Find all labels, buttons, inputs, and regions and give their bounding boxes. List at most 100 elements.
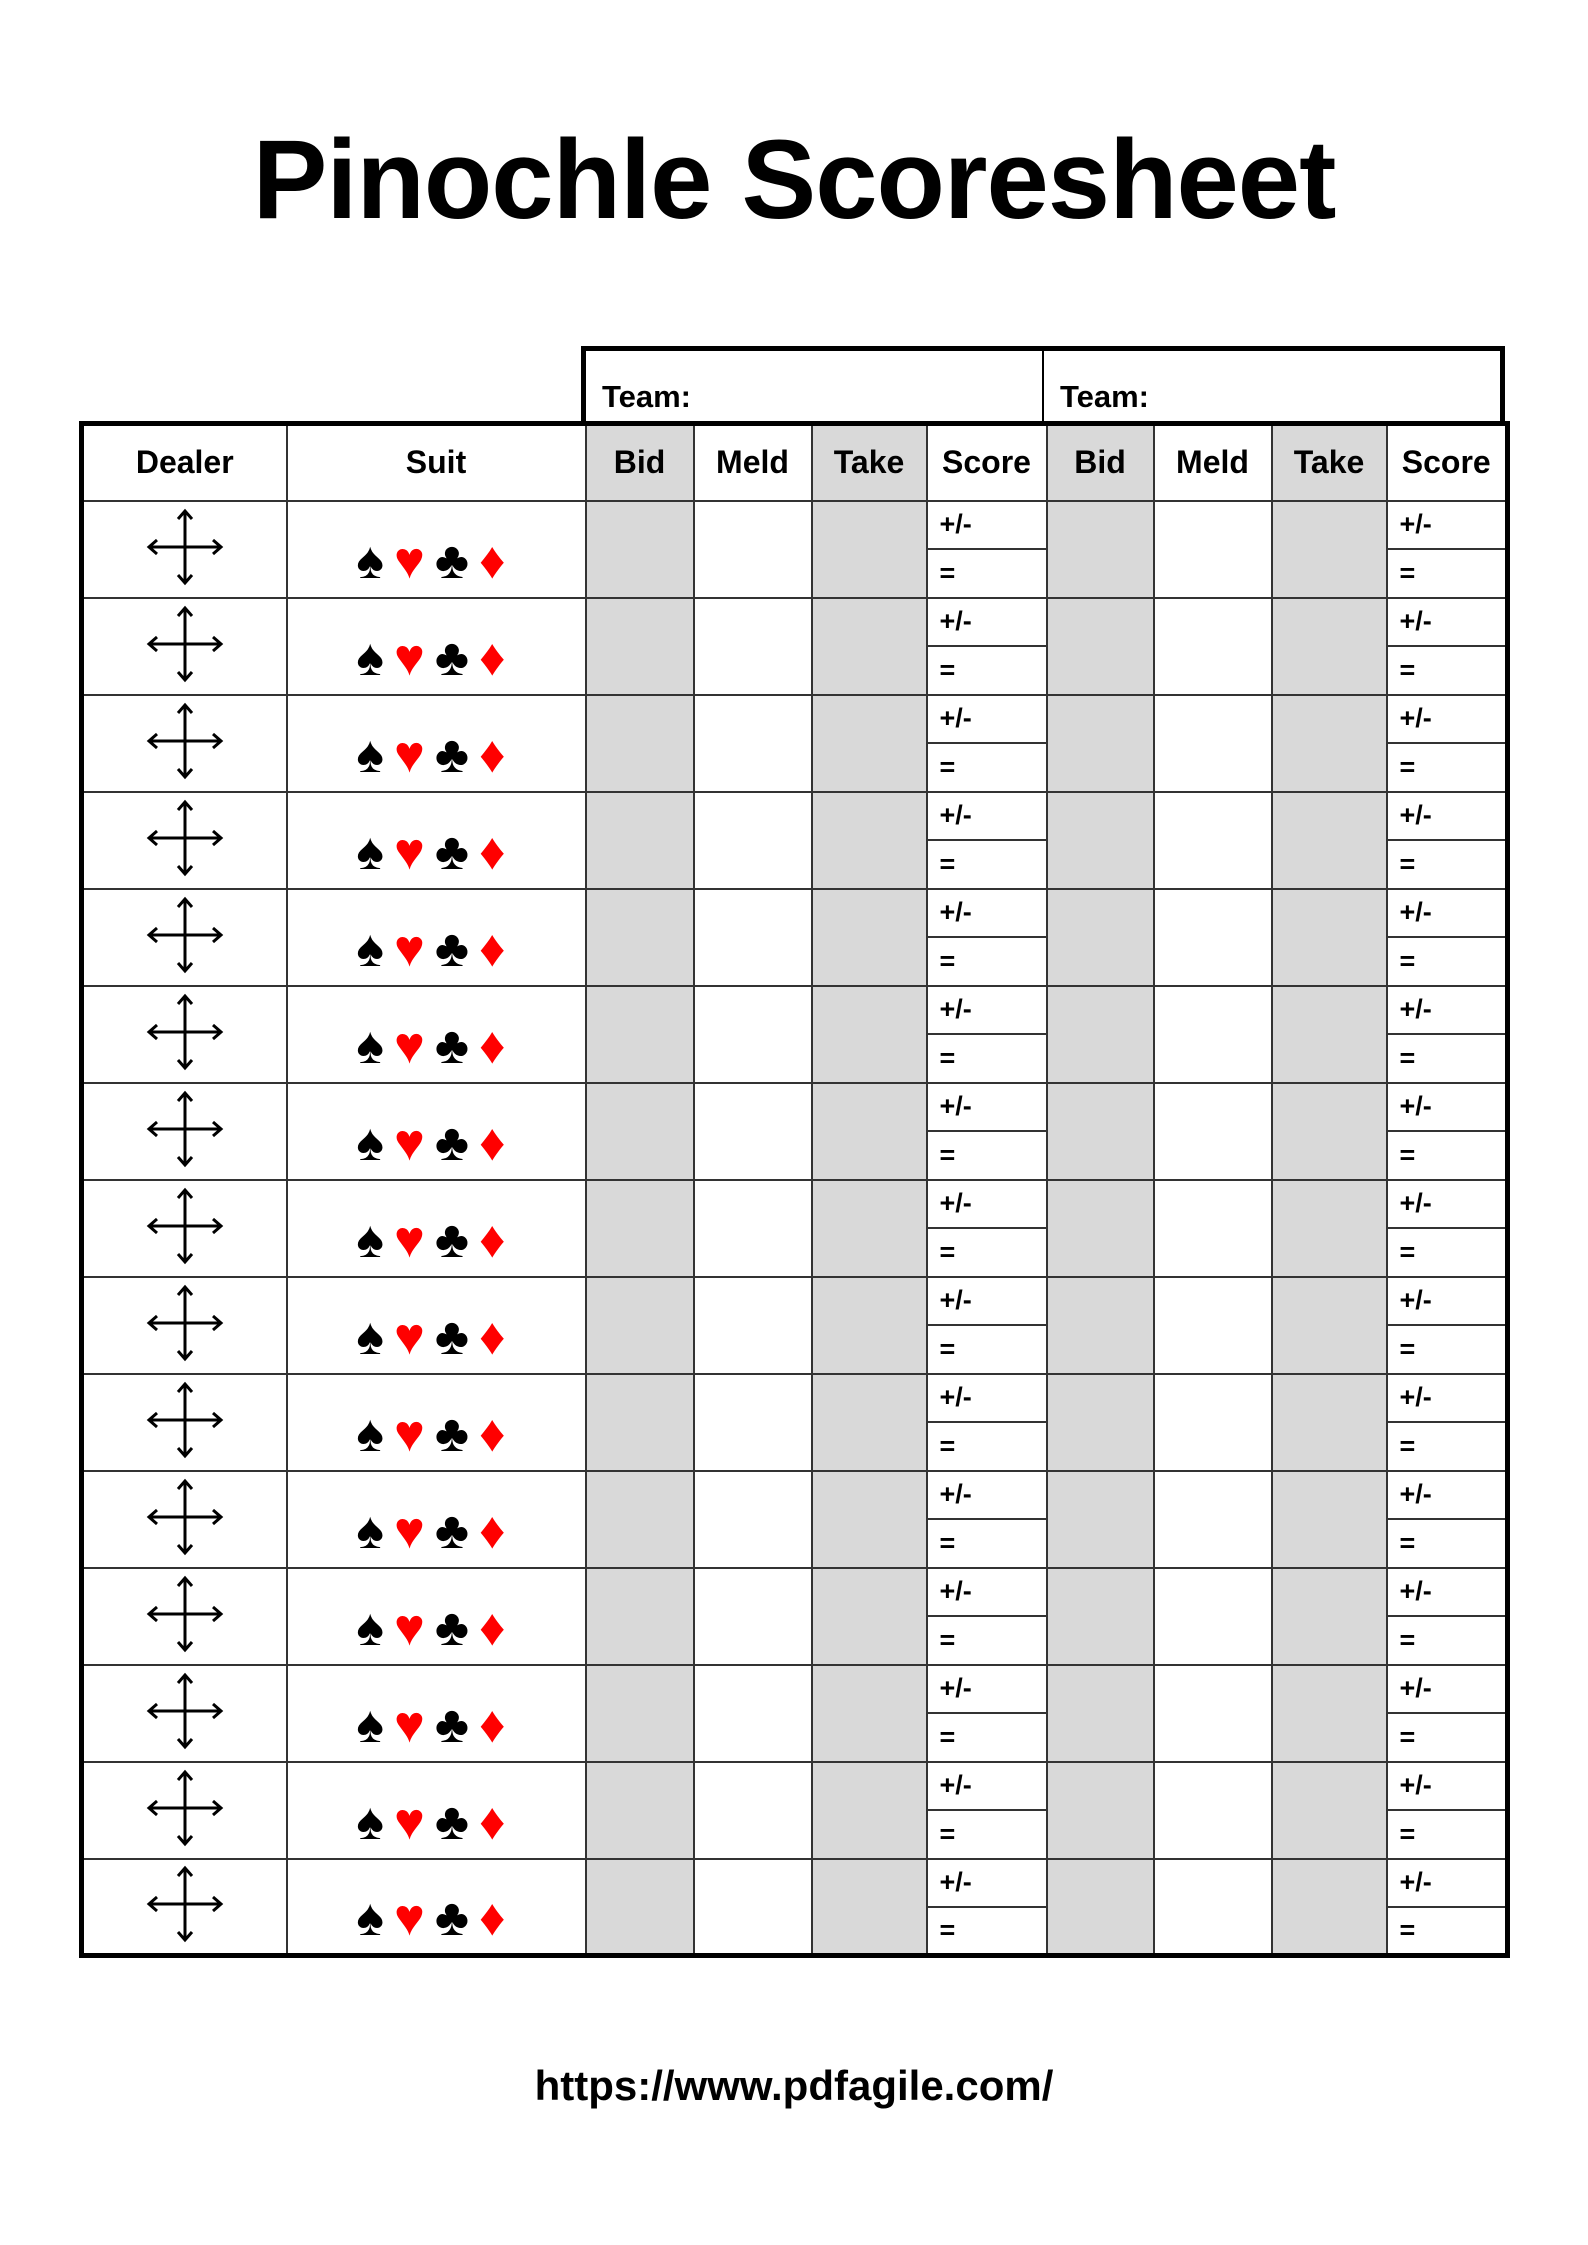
team2-take-cell[interactable]: [1270, 693, 1388, 793]
team1-bid-cell[interactable]: [584, 1275, 695, 1375]
team1-take-cell[interactable]: [810, 1566, 928, 1666]
team-2-name-field[interactable]: Team:: [1042, 351, 1500, 423]
team1-take-cell[interactable]: [810, 1275, 928, 1375]
club-icon[interactable]: ♣: [434, 1405, 480, 1463]
team2-score-adjust-cell[interactable]: +/-: [1385, 1275, 1509, 1326]
suit-cell[interactable]: ♠♥♣♦: [285, 1275, 587, 1375]
team1-take-cell[interactable]: [810, 1663, 928, 1763]
team1-bid-cell[interactable]: [584, 1178, 695, 1278]
diamond-icon[interactable]: ♦: [479, 1793, 516, 1851]
team2-meld-cell[interactable]: [1152, 1275, 1273, 1375]
spade-icon[interactable]: ♠: [356, 532, 395, 590]
heart-icon[interactable]: ♥: [394, 726, 435, 784]
team-1-name-field[interactable]: Team:: [602, 379, 692, 414]
team2-take-cell[interactable]: [1270, 790, 1388, 890]
team1-bid-cell[interactable]: [584, 499, 695, 599]
team1-bid-cell[interactable]: [584, 1081, 695, 1181]
spade-icon[interactable]: ♠: [356, 726, 395, 784]
team2-score-adjust-cell[interactable]: +/-: [1385, 1857, 1509, 1908]
team1-meld-cell[interactable]: [692, 790, 813, 890]
team2-score-total-cell[interactable]: =: [1385, 1130, 1509, 1181]
diamond-icon[interactable]: ♦: [479, 1405, 516, 1463]
team1-score-total-cell[interactable]: =: [925, 1033, 1048, 1084]
team1-score-adjust-cell[interactable]: +/-: [925, 984, 1048, 1035]
club-icon[interactable]: ♣: [434, 629, 480, 687]
team1-score-total-cell[interactable]: =: [925, 1615, 1048, 1666]
team2-take-cell[interactable]: [1270, 1469, 1388, 1569]
team2-bid-cell[interactable]: [1045, 984, 1155, 1084]
team1-score-total-cell[interactable]: =: [925, 1324, 1048, 1375]
suit-cell[interactable]: ♠♥♣♦: [285, 1178, 587, 1278]
heart-icon[interactable]: ♥: [394, 920, 435, 978]
dealer-cell[interactable]: [80, 596, 288, 696]
team1-score-adjust-cell[interactable]: +/-: [925, 1857, 1048, 1908]
team1-score-total-cell[interactable]: =: [925, 936, 1048, 987]
diamond-icon[interactable]: ♦: [479, 1599, 516, 1657]
dealer-cell[interactable]: [80, 887, 288, 987]
team1-meld-cell[interactable]: [692, 1760, 813, 1860]
suit-cell[interactable]: ♠♥♣♦: [285, 499, 587, 599]
team1-bid-cell[interactable]: [584, 1857, 695, 1957]
team2-score-total-cell[interactable]: =: [1385, 1421, 1509, 1472]
team2-take-cell[interactable]: [1270, 499, 1388, 599]
diamond-icon[interactable]: ♦: [479, 1114, 516, 1172]
spade-icon[interactable]: ♠: [356, 629, 395, 687]
club-icon[interactable]: ♣: [434, 726, 480, 784]
dealer-cell[interactable]: [80, 1081, 288, 1181]
club-icon[interactable]: ♣: [434, 1696, 480, 1754]
team1-score-adjust-cell[interactable]: +/-: [925, 1275, 1048, 1326]
team1-take-cell[interactable]: [810, 1760, 928, 1860]
suit-cell[interactable]: ♠♥♣♦: [285, 1081, 587, 1181]
heart-icon[interactable]: ♥: [394, 1308, 435, 1366]
team1-score-total-cell[interactable]: =: [925, 1130, 1048, 1181]
team2-score-total-cell[interactable]: =: [1385, 1227, 1509, 1278]
heart-icon[interactable]: ♥: [394, 1502, 435, 1560]
team2-meld-cell[interactable]: [1152, 1760, 1273, 1860]
team2-take-cell[interactable]: [1270, 1760, 1388, 1860]
diamond-icon[interactable]: ♦: [479, 1308, 516, 1366]
suit-cell[interactable]: ♠♥♣♦: [285, 1663, 587, 1763]
team2-score-adjust-cell[interactable]: +/-: [1385, 790, 1509, 841]
team1-bid-cell[interactable]: [584, 1760, 695, 1860]
team2-bid-cell[interactable]: [1045, 499, 1155, 599]
team2-bid-cell[interactable]: [1045, 1760, 1155, 1860]
club-icon[interactable]: ♣: [434, 920, 480, 978]
heart-icon[interactable]: ♥: [394, 1793, 435, 1851]
heart-icon[interactable]: ♥: [394, 1114, 435, 1172]
heart-icon[interactable]: ♥: [394, 1889, 435, 1948]
suit-cell[interactable]: ♠♥♣♦: [285, 887, 587, 987]
heart-icon[interactable]: ♥: [394, 1405, 435, 1463]
team1-score-adjust-cell[interactable]: +/-: [925, 499, 1048, 550]
team2-meld-cell[interactable]: [1152, 984, 1273, 1084]
team1-score-adjust-cell[interactable]: +/-: [925, 1663, 1048, 1714]
spade-icon[interactable]: ♠: [356, 823, 395, 881]
team1-meld-cell[interactable]: [692, 1857, 813, 1957]
dealer-cell[interactable]: [80, 790, 288, 890]
team2-meld-cell[interactable]: [1152, 1857, 1273, 1957]
team2-score-adjust-cell[interactable]: +/-: [1385, 1663, 1509, 1714]
team1-bid-cell[interactable]: [584, 1566, 695, 1666]
team1-meld-cell[interactable]: [692, 1178, 813, 1278]
spade-icon[interactable]: ♠: [356, 1696, 395, 1754]
team2-take-cell[interactable]: [1270, 596, 1388, 696]
team1-meld-cell[interactable]: [692, 596, 813, 696]
spade-icon[interactable]: ♠: [356, 1889, 395, 1948]
club-icon[interactable]: ♣: [434, 1308, 480, 1366]
team2-meld-cell[interactable]: [1152, 1178, 1273, 1278]
heart-icon[interactable]: ♥: [394, 1211, 435, 1269]
heart-icon[interactable]: ♥: [394, 1017, 435, 1075]
team1-score-total-cell[interactable]: =: [925, 1712, 1048, 1763]
team2-take-cell[interactable]: [1270, 1663, 1388, 1763]
team2-score-adjust-cell[interactable]: +/-: [1385, 887, 1509, 938]
team1-score-adjust-cell[interactable]: +/-: [925, 1178, 1048, 1229]
team2-bid-cell[interactable]: [1045, 887, 1155, 987]
team2-score-adjust-cell[interactable]: +/-: [1385, 1469, 1509, 1520]
team2-score-total-cell[interactable]: =: [1385, 1033, 1509, 1084]
diamond-icon[interactable]: ♦: [479, 823, 516, 881]
team2-score-adjust-cell[interactable]: +/-: [1385, 1760, 1509, 1811]
team2-bid-cell[interactable]: [1045, 596, 1155, 696]
team2-score-total-cell[interactable]: =: [1385, 1906, 1509, 1957]
team2-take-cell[interactable]: [1270, 1178, 1388, 1278]
team2-bid-cell[interactable]: [1045, 693, 1155, 793]
team1-take-cell[interactable]: [810, 693, 928, 793]
